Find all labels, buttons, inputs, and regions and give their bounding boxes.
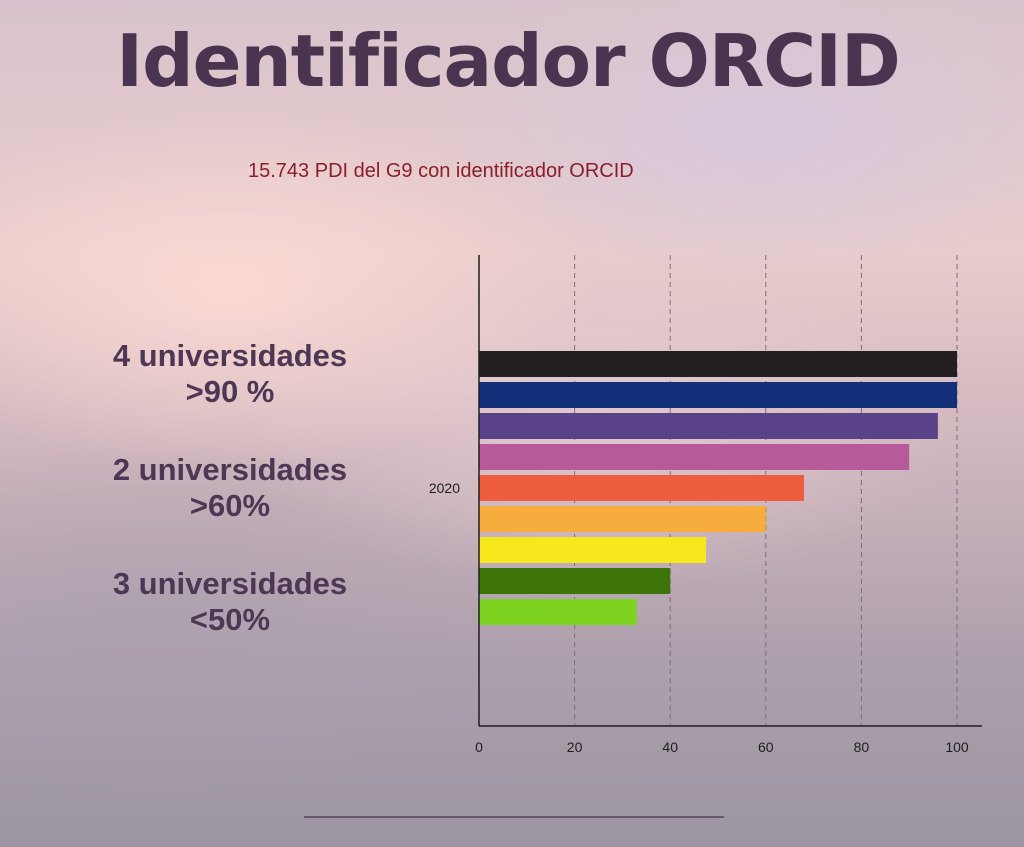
group-under-50-threshold: <50% — [189, 602, 271, 637]
bar — [479, 537, 707, 563]
bar — [479, 599, 637, 625]
group-under-50-count: 3 universidades — [112, 566, 348, 601]
bar — [479, 413, 938, 439]
bar — [479, 382, 957, 408]
group-over-60: 2 universidades >60% — [60, 452, 400, 566]
x-tick-label: 80 — [854, 739, 870, 755]
university-groups: 4 universidades >90 % 2 universidades >6… — [60, 338, 400, 680]
bar — [479, 506, 766, 532]
footer-divider — [304, 816, 724, 818]
x-tick-label: 40 — [662, 739, 678, 755]
group-over-90: 4 universidades >90 % — [60, 338, 400, 452]
group-over-60-threshold: >60% — [189, 488, 271, 523]
x-tick-label: 100 — [945, 739, 969, 755]
group-under-50: 3 universidades <50% — [60, 566, 400, 680]
bar — [479, 475, 805, 501]
group-over-90-count: 4 universidades — [112, 338, 348, 373]
x-tick-label: 60 — [758, 739, 774, 755]
x-tick-label: 0 — [475, 739, 483, 755]
bar — [479, 351, 957, 377]
group-over-60-count: 2 universidades — [112, 452, 348, 487]
group-over-90-threshold: >90 % — [185, 374, 275, 409]
bar — [479, 568, 671, 594]
chart-subtitle: 15.743 PDI del G9 con identificador ORCI… — [248, 160, 634, 182]
page-title: Identificador ORCID — [116, 19, 900, 103]
x-tick-label: 20 — [567, 739, 583, 755]
y-category-label: 2020 — [429, 480, 460, 496]
bar — [479, 444, 910, 470]
